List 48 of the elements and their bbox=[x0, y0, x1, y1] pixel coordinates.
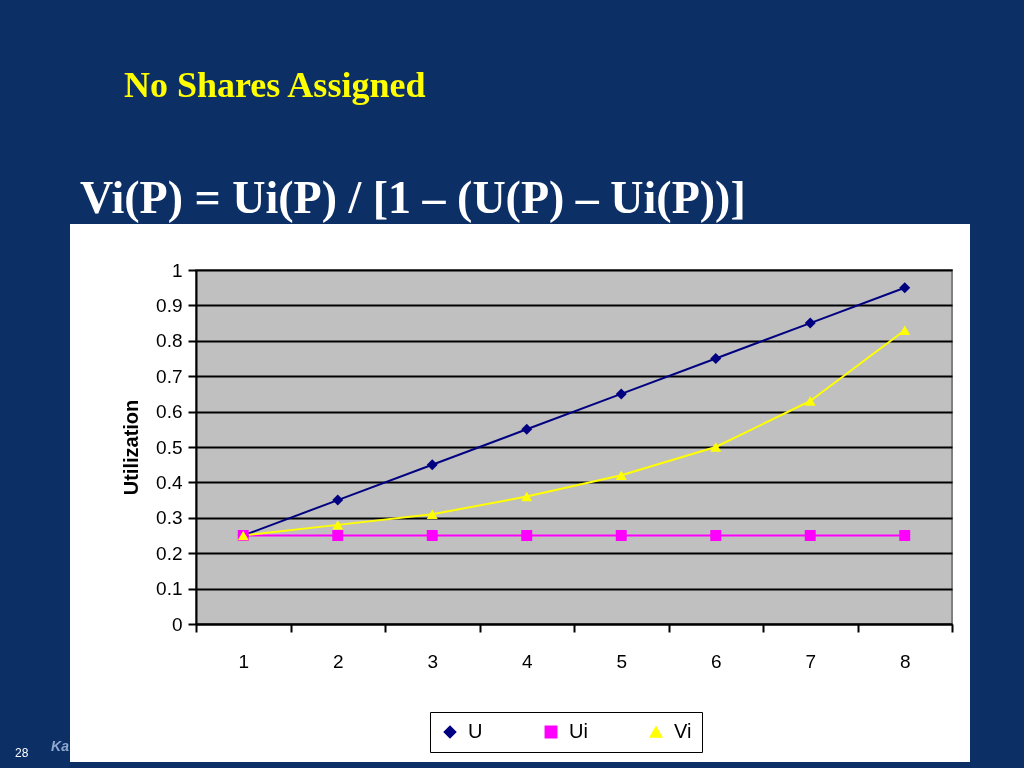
point bbox=[710, 530, 722, 541]
point bbox=[426, 459, 438, 471]
point bbox=[804, 530, 816, 541]
y-tick-label: 1 bbox=[171, 259, 183, 281]
y-tick-label: 0.2 bbox=[156, 542, 183, 564]
y-tick-label: 0.7 bbox=[156, 365, 183, 387]
x-tick-label: 2 bbox=[332, 650, 344, 672]
point bbox=[710, 353, 722, 364]
point bbox=[899, 282, 911, 294]
point bbox=[804, 396, 816, 406]
legend-label: U bbox=[468, 720, 483, 742]
x-tick-label: 5 bbox=[616, 650, 628, 672]
legend-label: Ui bbox=[569, 720, 588, 742]
point bbox=[710, 442, 722, 452]
y-tick-label: 0.4 bbox=[156, 471, 183, 493]
point bbox=[332, 520, 344, 530]
text: 28 bbox=[15, 746, 29, 760]
chart-title: No Shares Assigned bbox=[124, 65, 426, 105]
x-tick-label: 7 bbox=[805, 650, 817, 672]
y-tick-label: 0.5 bbox=[156, 436, 183, 458]
point bbox=[899, 530, 911, 541]
point bbox=[899, 325, 911, 335]
chart-subtitle: Vi(P) = Ui(P) / [1 – (U(P) – Ui(P))] bbox=[80, 172, 746, 223]
point bbox=[615, 470, 627, 481]
y-tick-label: 0.6 bbox=[156, 401, 183, 423]
point bbox=[426, 509, 438, 519]
y-tick-label: 0 bbox=[171, 613, 183, 635]
point bbox=[615, 530, 627, 541]
legend-label: Vi bbox=[674, 720, 692, 742]
x-tick-label: 6 bbox=[710, 650, 722, 672]
point bbox=[521, 423, 533, 435]
point bbox=[332, 494, 344, 506]
text: Ka bbox=[51, 738, 70, 754]
point bbox=[521, 530, 533, 541]
y-tick-label: 0.9 bbox=[156, 294, 183, 316]
point bbox=[426, 530, 438, 541]
point bbox=[521, 491, 533, 502]
point bbox=[615, 388, 627, 400]
y-axis-title: Utilization bbox=[120, 399, 143, 496]
x-tick-label: 8 bbox=[899, 650, 911, 672]
x-tick-label: 3 bbox=[427, 650, 439, 672]
x-tick-label: 4 bbox=[521, 650, 533, 672]
y-tick-label: 0.3 bbox=[156, 507, 183, 529]
y-tick-label: 0.1 bbox=[156, 578, 183, 600]
y-tick-label: 0.8 bbox=[156, 330, 183, 352]
x-tick-label: 1 bbox=[238, 650, 250, 672]
point bbox=[804, 317, 816, 329]
point bbox=[332, 530, 344, 541]
